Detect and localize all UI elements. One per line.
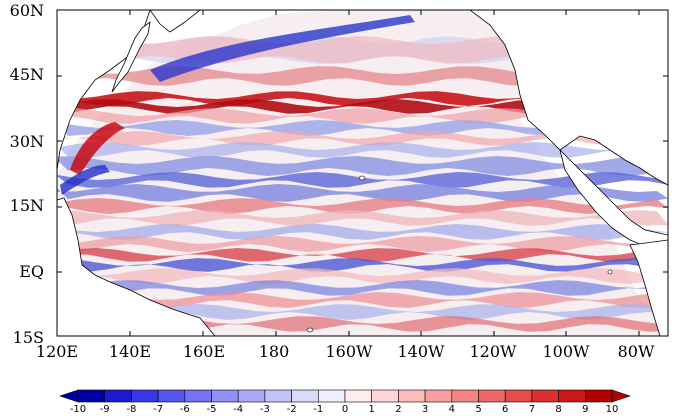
colorbar-segment	[237, 389, 266, 403]
colorbar-label: -5	[206, 404, 217, 415]
colorbar-segment	[184, 389, 212, 403]
colorbar-label: -7	[153, 404, 164, 415]
colorbar-segment	[317, 389, 346, 403]
anomaly-band	[57, 184, 668, 202]
anomaly-band	[57, 91, 668, 106]
anomaly-band	[57, 248, 668, 262]
lon-label-140e: 140E	[108, 342, 152, 361]
lon-label-120w: 120W	[469, 342, 517, 361]
lon-label-80w: 80W	[617, 342, 655, 361]
anomaly-band	[57, 316, 668, 332]
colorbar	[59, 389, 631, 403]
colorbar-under-arrow	[59, 389, 79, 403]
colorbar-label: -8	[126, 404, 137, 415]
lat-label-45n: 45N	[9, 65, 44, 84]
lat-label-15s: 15S	[12, 328, 44, 347]
japan-land	[111, 21, 151, 93]
anomaly-band	[57, 131, 668, 146]
anomaly-bands	[57, 15, 668, 332]
anomaly-band	[57, 280, 668, 296]
colorbar-label: -6	[179, 404, 190, 415]
lon-label-100w: 100W	[542, 342, 590, 361]
colorbar-label: -2	[286, 404, 297, 415]
colorbar-segment	[424, 389, 453, 403]
axis-ticks	[56, 9, 668, 337]
lat-label-eq: EQ	[19, 262, 44, 281]
lat-label-30n: 30N	[9, 132, 44, 151]
anomaly-band	[57, 142, 668, 158]
lon-label-160e: 160E	[182, 342, 226, 361]
kuroshio-warm-streak	[70, 122, 125, 175]
lat-label-15n: 15N	[9, 196, 44, 215]
lon-label-140w: 140W	[397, 342, 445, 361]
colorbar-segment	[291, 389, 319, 403]
lon-label-160w: 160W	[325, 342, 373, 361]
anomaly-band	[57, 258, 668, 272]
colorbar-label: 9	[582, 404, 589, 415]
anomaly-band	[57, 224, 668, 240]
colorbar-segment	[131, 389, 159, 403]
maritime-continent-land	[57, 197, 216, 336]
colorbar-segment	[157, 389, 186, 403]
colorbar-segment	[451, 389, 479, 403]
colorbar-label: 8	[555, 404, 562, 415]
colorbar-segment	[558, 389, 586, 403]
plot-frame	[56, 9, 669, 337]
lon-label-120e: 120E	[35, 342, 79, 361]
colorbar-label: 6	[502, 404, 509, 415]
cold-streak	[60, 165, 110, 195]
colorbar-label: -9	[99, 404, 110, 415]
colorbar-segment	[531, 389, 559, 403]
anomaly-band	[57, 292, 668, 308]
colorbar-label: 0	[341, 404, 349, 415]
central-america-land	[559, 148, 668, 249]
colorbar-segment	[371, 389, 399, 403]
colorbar-label: 2	[395, 404, 402, 415]
lon-label-180: 180	[258, 342, 290, 361]
colorbar-label: -3	[259, 404, 270, 415]
colorbar-segment	[211, 389, 239, 403]
colorbar-segment	[77, 389, 106, 403]
lat-label-60n: 60N	[9, 1, 44, 20]
colorbar-segment	[398, 389, 426, 403]
colorbar-label: 1	[368, 404, 375, 415]
colorbar-over-arrow	[611, 389, 631, 403]
colorbar-segment	[264, 389, 292, 403]
anomaly-band	[57, 198, 668, 214]
colorbar-segment	[344, 389, 373, 403]
colorbar-segment	[504, 389, 533, 403]
anomaly-band	[57, 210, 668, 226]
subarctic-cold-streak	[150, 15, 415, 82]
colorbar-label: 3	[421, 404, 429, 415]
anomaly-band	[57, 108, 668, 124]
colorbar-segment	[478, 389, 506, 403]
anomaly-band	[57, 120, 668, 136]
colorbar-label: 10	[605, 404, 619, 415]
anomaly-band	[57, 304, 668, 320]
anomaly-band	[57, 66, 668, 86]
colorbar-label: 7	[528, 404, 536, 415]
south-america-land	[629, 239, 668, 336]
kamchatka-land	[149, 10, 201, 33]
colorbar-label: 5	[475, 404, 482, 415]
colorbar-label: -10	[69, 404, 87, 415]
anomaly-band	[57, 236, 668, 252]
north-america-land	[469, 10, 668, 186]
colorbar-label: -4	[233, 404, 244, 415]
anomaly-band	[57, 268, 668, 284]
anomaly-band	[57, 156, 668, 176]
colorbar-label: -1	[313, 404, 324, 415]
colorbar-segment	[584, 389, 613, 403]
colorbar-label: 4	[448, 404, 455, 415]
colorbar-segment	[104, 389, 132, 403]
